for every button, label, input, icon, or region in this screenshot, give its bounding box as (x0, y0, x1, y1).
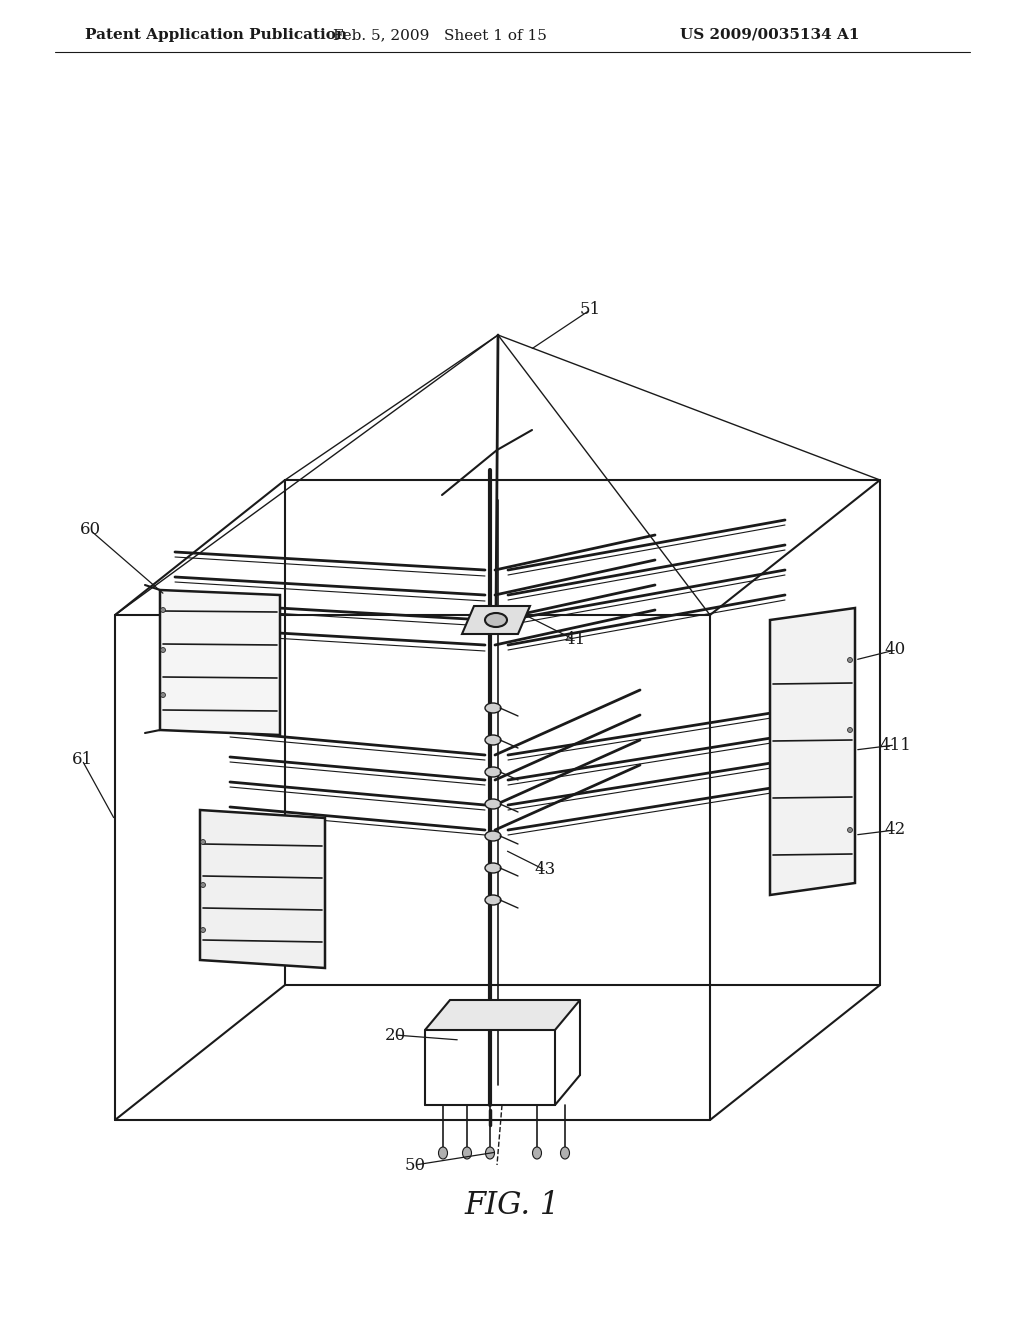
Ellipse shape (201, 928, 206, 932)
Ellipse shape (161, 607, 166, 612)
Text: Patent Application Publication: Patent Application Publication (85, 28, 347, 42)
Ellipse shape (485, 704, 501, 713)
Ellipse shape (201, 840, 206, 845)
Ellipse shape (485, 1147, 495, 1159)
Ellipse shape (485, 863, 501, 873)
Text: 42: 42 (885, 821, 905, 838)
Ellipse shape (848, 727, 853, 733)
Text: US 2009/0035134 A1: US 2009/0035134 A1 (680, 28, 859, 42)
Text: 60: 60 (80, 521, 100, 539)
Text: FIG. 1: FIG. 1 (464, 1189, 560, 1221)
Polygon shape (770, 609, 855, 895)
Text: Feb. 5, 2009   Sheet 1 of 15: Feb. 5, 2009 Sheet 1 of 15 (333, 28, 547, 42)
Text: 51: 51 (580, 301, 600, 318)
Text: 50: 50 (404, 1156, 426, 1173)
Ellipse shape (485, 735, 501, 744)
Polygon shape (462, 606, 530, 634)
Ellipse shape (485, 832, 501, 841)
Ellipse shape (848, 828, 853, 833)
Ellipse shape (201, 883, 206, 887)
Polygon shape (160, 590, 280, 735)
Text: 41: 41 (564, 631, 586, 648)
Text: 20: 20 (384, 1027, 406, 1044)
Ellipse shape (161, 648, 166, 652)
Text: 411: 411 (879, 737, 911, 754)
Ellipse shape (485, 799, 501, 809)
Ellipse shape (161, 693, 166, 697)
Ellipse shape (485, 612, 507, 627)
Ellipse shape (438, 1147, 447, 1159)
Text: 61: 61 (72, 751, 92, 768)
Polygon shape (200, 810, 325, 968)
Polygon shape (425, 1001, 580, 1030)
Ellipse shape (485, 895, 501, 906)
Text: 43: 43 (535, 862, 556, 879)
Text: 40: 40 (885, 642, 905, 659)
Ellipse shape (463, 1147, 471, 1159)
Ellipse shape (485, 767, 501, 777)
Ellipse shape (532, 1147, 542, 1159)
Ellipse shape (848, 657, 853, 663)
Ellipse shape (560, 1147, 569, 1159)
